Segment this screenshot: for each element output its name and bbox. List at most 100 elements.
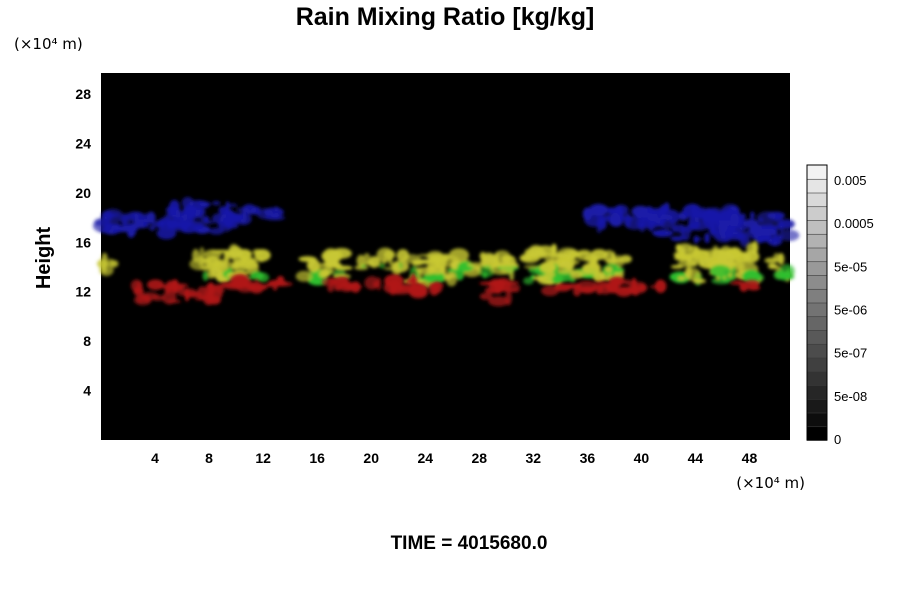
y-tick-label: 28 — [75, 86, 91, 102]
rain-cell — [211, 259, 229, 273]
colorbar — [806, 164, 828, 441]
rain-cell — [213, 261, 234, 265]
rain-cell — [739, 233, 751, 248]
rain-cell — [467, 262, 486, 268]
rain-cell — [228, 244, 240, 260]
colorbar-segment — [806, 315, 828, 331]
colorbar-labels: 0.005 0.0005 5e-05 5e-06 5e-07 5e-08 0 — [834, 173, 874, 447]
rain-cell — [614, 204, 629, 216]
rain-cell — [667, 210, 680, 224]
x-tick-label: 20 — [363, 450, 379, 466]
rain-cell — [767, 263, 778, 269]
rain-cell — [431, 281, 443, 294]
rain-cell — [548, 258, 555, 273]
rain-cell — [181, 196, 194, 209]
rain-cell — [590, 249, 608, 260]
rain-cell — [611, 267, 625, 273]
rain-cell — [714, 219, 735, 223]
colorbar-label: 0.005 — [834, 173, 867, 188]
rain-cell — [338, 281, 356, 292]
rain-cell — [381, 258, 388, 264]
rain-cell — [607, 207, 615, 215]
rain-cell — [414, 267, 423, 271]
rain-cell — [295, 270, 313, 282]
y-tick-label: 20 — [75, 185, 91, 201]
rain-cell — [688, 222, 709, 231]
colorbar-segment — [806, 260, 828, 276]
rain-cell — [743, 250, 760, 263]
rain-cell — [448, 248, 470, 263]
x-tick-label: 8 — [205, 450, 213, 466]
colorbar-label: 0.0005 — [834, 216, 874, 231]
rain-cell — [685, 266, 693, 279]
time-label: TIME = 4015680.0 — [391, 533, 548, 554]
rain-cell — [597, 218, 607, 231]
x-tick-label: 40 — [634, 450, 650, 466]
rain-cell — [636, 217, 654, 229]
rain-cell — [263, 207, 284, 218]
rain-cell — [189, 257, 209, 271]
rain-cell — [661, 230, 672, 235]
colorbar-segment — [806, 274, 828, 290]
colorbar-segment — [806, 178, 828, 194]
rain-cell — [709, 264, 732, 278]
rain-cell — [239, 260, 259, 270]
rain-cell — [102, 223, 115, 227]
rain-cell — [731, 266, 737, 281]
rain-cell — [165, 280, 176, 293]
rain-cell — [324, 261, 342, 267]
rain-cell — [547, 252, 568, 258]
rain-cell — [500, 264, 515, 275]
rain-cell — [717, 223, 728, 234]
rain-cell — [729, 281, 746, 286]
rain-cell — [494, 289, 502, 294]
x-tick-label: 4 — [151, 450, 159, 466]
rain-cell — [207, 268, 215, 279]
rain-cell — [218, 206, 229, 215]
rain-cell — [729, 213, 739, 228]
rain-cell — [502, 255, 515, 260]
colorbar-label: 5e-08 — [834, 389, 867, 404]
rain-cell — [699, 255, 718, 269]
rain-cell — [164, 212, 177, 223]
rain-cell — [213, 284, 224, 290]
rain-cell — [631, 277, 637, 290]
rain-cell — [742, 219, 759, 229]
y-tick-label: 24 — [75, 135, 91, 151]
colorbar-segment — [806, 357, 828, 373]
rain-cell — [590, 204, 610, 216]
rain-cell — [175, 223, 192, 229]
rain-cell — [488, 296, 509, 307]
rain-cell — [505, 284, 521, 291]
y-tick-label: 12 — [75, 284, 91, 300]
x-tick-labels: 4 8 12 16 20 24 28 32 36 40 44 48 — [151, 450, 757, 466]
rain-cell — [677, 276, 686, 281]
rain-cell — [593, 271, 606, 283]
rain-cell — [589, 257, 598, 268]
colorbar-segment — [806, 302, 828, 318]
rain-cell — [446, 273, 457, 287]
rain-cell — [523, 277, 534, 285]
rain-cell — [334, 265, 353, 271]
rain-cell — [113, 229, 121, 234]
rain-cell — [147, 279, 164, 291]
x-tick-label: 32 — [526, 450, 542, 466]
rain-cell — [383, 249, 396, 260]
data-layer — [92, 196, 800, 307]
rain-cell — [254, 279, 259, 283]
rain-cell — [554, 283, 571, 292]
rain-cell — [318, 270, 331, 278]
chart-title: Rain Mixing Ratio [kg/kg] — [296, 3, 595, 31]
rain-cell — [198, 201, 212, 207]
rain-cell — [223, 282, 245, 291]
colorbar-label: 5e-06 — [834, 303, 867, 318]
rain-cell — [675, 243, 682, 252]
rain-cell — [566, 253, 572, 258]
rain-cell — [227, 213, 244, 221]
rain-cell — [321, 249, 343, 263]
y-axis-unit: (×10⁴ m) — [14, 35, 83, 53]
colorbar-segment — [806, 288, 828, 304]
rain-cell — [677, 260, 688, 268]
rain-cell — [709, 224, 715, 231]
